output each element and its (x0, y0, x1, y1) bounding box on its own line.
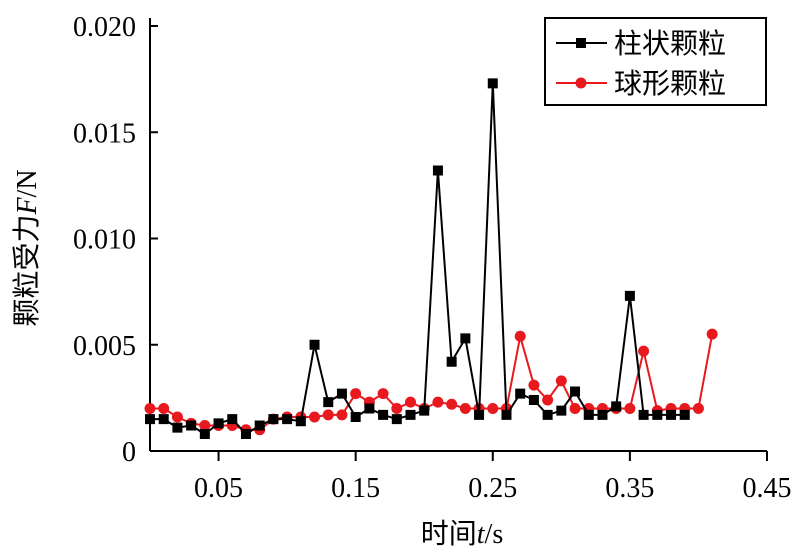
data-point-spherical (336, 409, 348, 421)
data-point-cylindrical (391, 414, 402, 425)
data-point-spherical (542, 394, 554, 406)
ticks: 0 0.005 0.010 0.015 0.020 0.05 0.15 0.25 0.35 0.4… (73, 12, 792, 504)
data-point-cylindrical (611, 401, 622, 412)
x-tick-label: 0.25 (468, 473, 517, 504)
data-point-cylindrical (309, 339, 320, 350)
x-tick-label: 0.35 (605, 473, 654, 504)
x-tick-label: 0.45 (743, 473, 792, 504)
data-point-spherical (322, 409, 334, 421)
data-point-cylindrical (624, 290, 635, 301)
data-point-cylindrical (295, 416, 306, 427)
data-point-cylindrical (652, 409, 663, 420)
data-point-cylindrical (666, 409, 677, 420)
legend-label-cylindrical: 柱状颗粒 (614, 27, 726, 60)
y-tick-label: 0.010 (73, 225, 136, 256)
data-point-spherical (624, 403, 636, 414)
data-point-spherical (391, 403, 403, 414)
data-point-cylindrical (364, 403, 375, 414)
data-point-spherical (638, 345, 650, 357)
data-point-cylindrical (542, 409, 553, 420)
data-point-cylindrical (432, 165, 443, 176)
data-point-spherical (350, 388, 362, 400)
data-point-cylindrical (638, 409, 649, 420)
x-axis-title: 时间t/s (421, 517, 503, 550)
data-point-spherical (309, 411, 321, 423)
data-point-cylindrical (583, 409, 594, 420)
x-tick-label: 0.15 (331, 473, 380, 504)
data-point-cylindrical (323, 397, 334, 408)
data-point-cylindrical (350, 412, 361, 422)
legend-label-spherical: 球形颗粒 (614, 67, 726, 100)
data-point-spherical (692, 403, 704, 414)
data-point-spherical (144, 403, 156, 414)
data-point-spherical (487, 403, 499, 414)
data-point-spherical (171, 411, 183, 423)
data-point-spherical (459, 403, 471, 414)
data-point-cylindrical (419, 405, 430, 416)
data-point-cylindrical (254, 420, 265, 431)
data-point-cylindrical (227, 414, 238, 425)
data-point-spherical (377, 388, 389, 400)
data-point-spherical (514, 330, 526, 342)
data-point-cylindrical (570, 386, 581, 397)
data-point-spherical (199, 420, 211, 431)
data-point-cylindrical (474, 409, 485, 420)
y-tick-label: 0 (122, 437, 136, 468)
legend-item-cylindrical: 柱状颗粒 (556, 27, 726, 60)
data-point-spherical (706, 328, 718, 340)
data-point-spherical (405, 396, 417, 408)
data-point-spherical (555, 375, 567, 387)
data-point-cylindrical (158, 414, 169, 425)
data-point-cylindrical (268, 414, 279, 425)
data-point-cylindrical (679, 409, 690, 420)
data-point-cylindrical (145, 414, 155, 425)
data-point-cylindrical (172, 422, 183, 433)
series-line-cylindrical (150, 82, 685, 435)
data-point-spherical (446, 398, 458, 410)
data-point-cylindrical (446, 356, 457, 367)
data-point-cylindrical (336, 388, 347, 399)
data-point-cylindrical (186, 420, 197, 431)
data-point-cylindrical (597, 409, 608, 420)
data-point-cylindrical (240, 429, 251, 439)
data-point-spherical (432, 396, 444, 408)
y-tick-label: 0.005 (73, 331, 136, 362)
data-point-cylindrical (501, 409, 512, 420)
y-tick-label: 0.015 (73, 118, 136, 149)
data-point-spherical (569, 403, 581, 414)
data-point-cylindrical (282, 414, 293, 425)
data-point-cylindrical (556, 405, 567, 416)
y-axis-title: 颗粒受力F/N (10, 169, 43, 326)
legend-marker-cylindrical (576, 38, 586, 48)
data-point-cylindrical (487, 78, 498, 89)
legend: 柱状颗粒 球形颗粒 (544, 17, 767, 106)
y-tick-label: 0.020 (73, 12, 136, 43)
legend-box (544, 17, 767, 106)
axes (149, 18, 767, 452)
legend-item-spherical: 球形颗粒 (556, 67, 726, 100)
data-point-cylindrical (213, 418, 224, 429)
x-tick-label: 0.05 (194, 473, 243, 504)
data-point-cylindrical (528, 395, 539, 405)
data-point-cylindrical (460, 333, 471, 344)
data-point-spherical (158, 403, 170, 414)
data-point-cylindrical (199, 429, 210, 439)
series-cylindrical (145, 78, 690, 439)
data-point-spherical (528, 379, 540, 391)
legend-marker-spherical (575, 77, 587, 89)
series-layer (144, 78, 718, 439)
data-point-cylindrical (515, 388, 526, 399)
data-point-cylindrical (378, 409, 389, 420)
data-point-cylindrical (405, 409, 416, 420)
